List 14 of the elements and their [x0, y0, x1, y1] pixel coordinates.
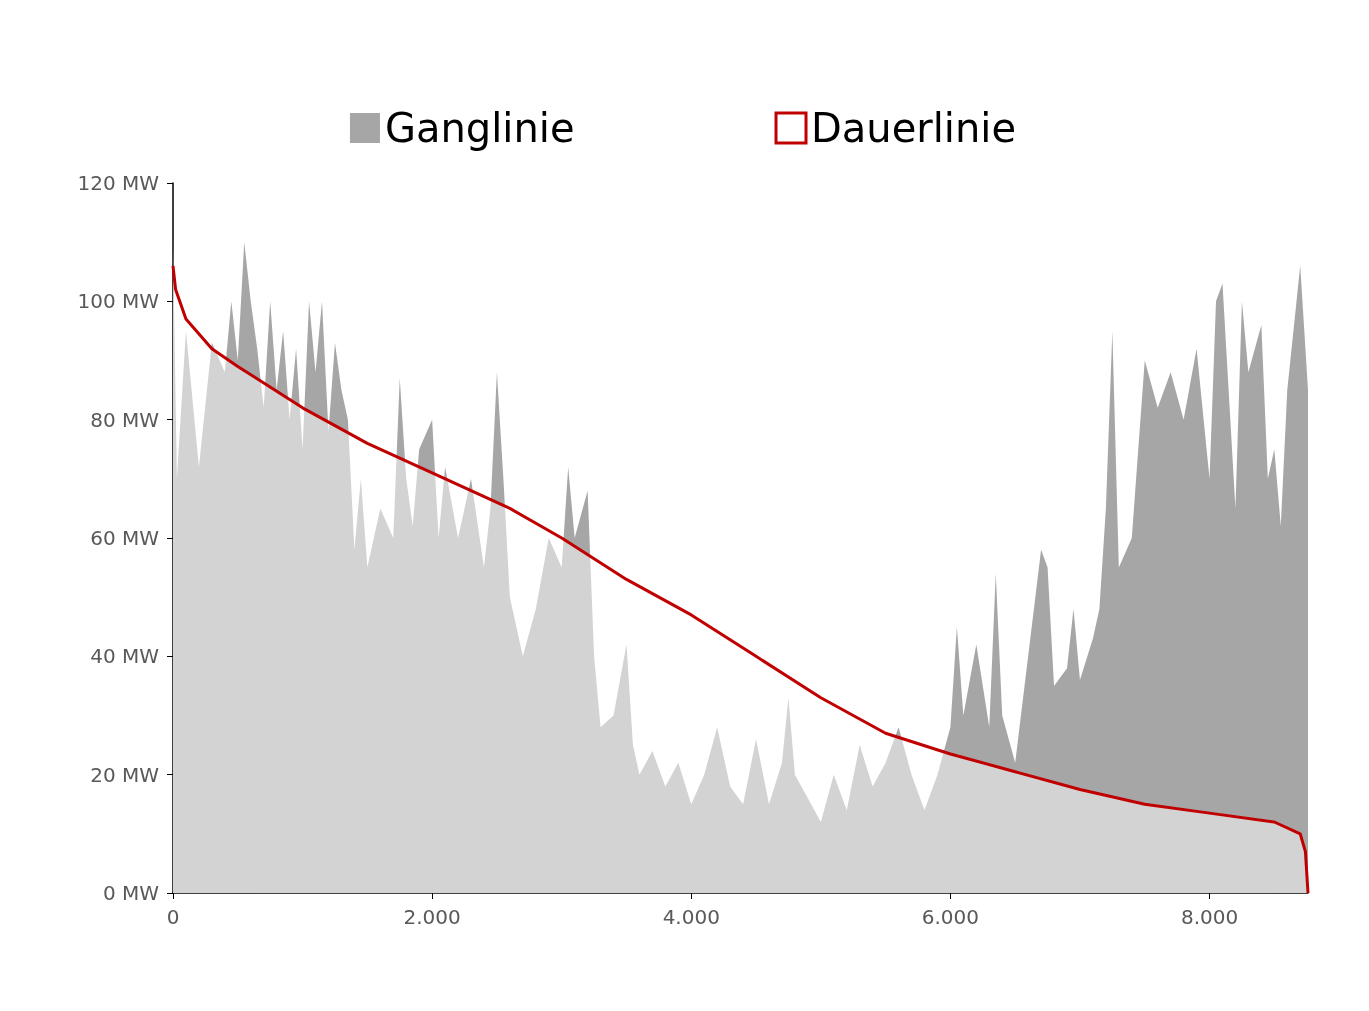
legend-label: Ganglinie	[384, 105, 575, 151]
y-tick-label: 20 MW	[90, 762, 160, 787]
x-tick-label: 2.000	[403, 905, 461, 929]
x-tick-label: 6.000	[921, 905, 980, 929]
y-tick-label: 120 MW	[77, 171, 160, 195]
x-tick-label: 8.000	[1180, 905, 1239, 929]
x-tick-label: 0	[166, 905, 180, 929]
y-tick-label: 80 MW	[90, 407, 160, 432]
x-tick-label: 4.000	[662, 905, 720, 929]
y-tick-label: 40 MW	[90, 644, 160, 669]
y-tick-label: 60 MW	[90, 526, 160, 550]
y-tick-label: 100 MW	[77, 289, 160, 314]
legend-label: Dauerlinie	[811, 105, 1017, 151]
y-tick-label: 0 MW	[102, 881, 160, 905]
